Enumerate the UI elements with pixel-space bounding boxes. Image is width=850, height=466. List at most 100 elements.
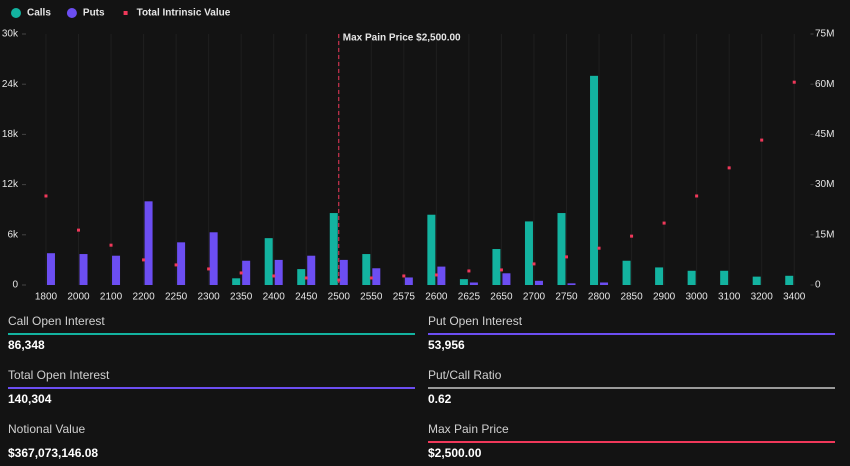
y-tick-label: 12k: [2, 179, 19, 190]
x-tick-label: 2575: [393, 292, 416, 303]
x-tick-label: 3400: [783, 292, 806, 303]
intrinsic-marker: [272, 274, 276, 278]
stat-value: 0.62: [428, 392, 452, 406]
bar: [492, 249, 501, 285]
x-tick-label: 3200: [751, 292, 774, 303]
y2-tick-label: 30M: [815, 179, 834, 190]
intrinsic-marker: [727, 166, 731, 170]
y2-tick-label: 0: [815, 280, 821, 291]
legend-text[interactable]: Puts: [83, 8, 105, 19]
bar: [232, 278, 241, 285]
bar: [264, 238, 273, 285]
bar: [362, 254, 371, 285]
bar: [46, 253, 55, 285]
legend-marker: [123, 11, 128, 15]
bar: [752, 276, 761, 285]
x-tick-label: 2650: [490, 292, 513, 303]
x-tick-label: 2625: [458, 292, 481, 303]
bar: [524, 221, 533, 285]
x-tick-label: 2500: [328, 292, 351, 303]
intrinsic-marker: [402, 274, 406, 278]
x-tick-label: 2850: [620, 292, 643, 303]
x-tick-label: 2200: [132, 292, 155, 303]
intrinsic-marker: [239, 271, 243, 275]
intrinsic-marker: [434, 273, 438, 277]
stat-label: Notional Value: [8, 422, 85, 436]
bar: [557, 213, 566, 285]
x-tick-label: 2350: [230, 292, 253, 303]
bar: [720, 270, 729, 285]
bar: [655, 267, 664, 285]
y2-tick-label: 15M: [815, 229, 834, 240]
bar: [502, 273, 511, 285]
intrinsic-marker: [142, 258, 146, 262]
intrinsic-marker: [792, 80, 796, 84]
bar: [459, 279, 468, 285]
bar: [79, 254, 88, 285]
intrinsic-marker: [174, 263, 178, 267]
bar: [404, 277, 413, 285]
bar: [534, 280, 543, 285]
legend-marker: [66, 8, 77, 18]
x-tick-label: 1800: [35, 292, 58, 303]
intrinsic-marker: [304, 276, 308, 280]
stat-value: $367,073,146.08: [8, 446, 98, 460]
x-tick-label: 2700: [523, 292, 546, 303]
bar: [339, 259, 348, 285]
bar: [372, 268, 381, 285]
bar: [329, 213, 338, 285]
stat-label: Call Open Interest: [8, 314, 105, 328]
x-tick-label: 2900: [653, 292, 676, 303]
x-tick-label: 2800: [588, 292, 611, 303]
y-tick-label: 30k: [2, 29, 19, 40]
intrinsic-marker: [207, 267, 211, 271]
bar: [209, 232, 218, 285]
stat-label: Put/Call Ratio: [428, 368, 502, 382]
x-tick-label: 2750: [555, 292, 578, 303]
intrinsic-marker: [662, 221, 666, 225]
bar: [307, 255, 316, 285]
bar: [567, 283, 576, 285]
bar: [144, 201, 153, 285]
max-pain-label: Max Pain Price $2,500.00: [343, 33, 461, 44]
intrinsic-marker: [565, 255, 568, 259]
legend-text[interactable]: Calls: [27, 8, 51, 19]
stat-label: Max Pain Price: [428, 422, 509, 436]
legend-marker: [11, 8, 21, 18]
y-tick-label: 18k: [2, 129, 19, 140]
x-tick-label: 2600: [425, 292, 448, 303]
bar: [437, 266, 446, 285]
bar: [785, 275, 794, 285]
bar: [590, 75, 599, 285]
bar: [274, 259, 283, 285]
stat-value: 53,956: [428, 338, 465, 352]
intrinsic-marker: [337, 278, 341, 282]
x-tick-label: 3000: [686, 292, 709, 303]
intrinsic-marker: [532, 262, 536, 266]
stat-label: Put Open Interest: [428, 314, 523, 328]
y-tick-label: 6k: [7, 229, 19, 240]
bar: [469, 282, 478, 285]
stat-value: 86,348: [8, 338, 45, 352]
intrinsic-marker: [77, 228, 80, 232]
intrinsic-marker: [499, 268, 503, 272]
intrinsic-marker: [369, 276, 373, 280]
bar: [427, 214, 436, 285]
bar: [242, 260, 251, 285]
y2-tick-label: 60M: [815, 79, 834, 90]
y-tick-label: 24k: [2, 79, 19, 90]
bar: [297, 269, 306, 285]
legend-text[interactable]: Total Intrinsic Value: [137, 8, 231, 19]
intrinsic-marker: [695, 194, 699, 198]
stat-label: Total Open Interest: [8, 368, 110, 382]
intrinsic-marker: [597, 246, 601, 250]
intrinsic-marker: [44, 194, 48, 198]
intrinsic-marker: [467, 269, 471, 273]
x-tick-label: 2000: [67, 292, 90, 303]
stat-value: 140,304: [8, 392, 52, 406]
intrinsic-marker: [630, 234, 634, 238]
bar: [177, 242, 186, 285]
stat-value: $2,500.00: [428, 446, 482, 460]
